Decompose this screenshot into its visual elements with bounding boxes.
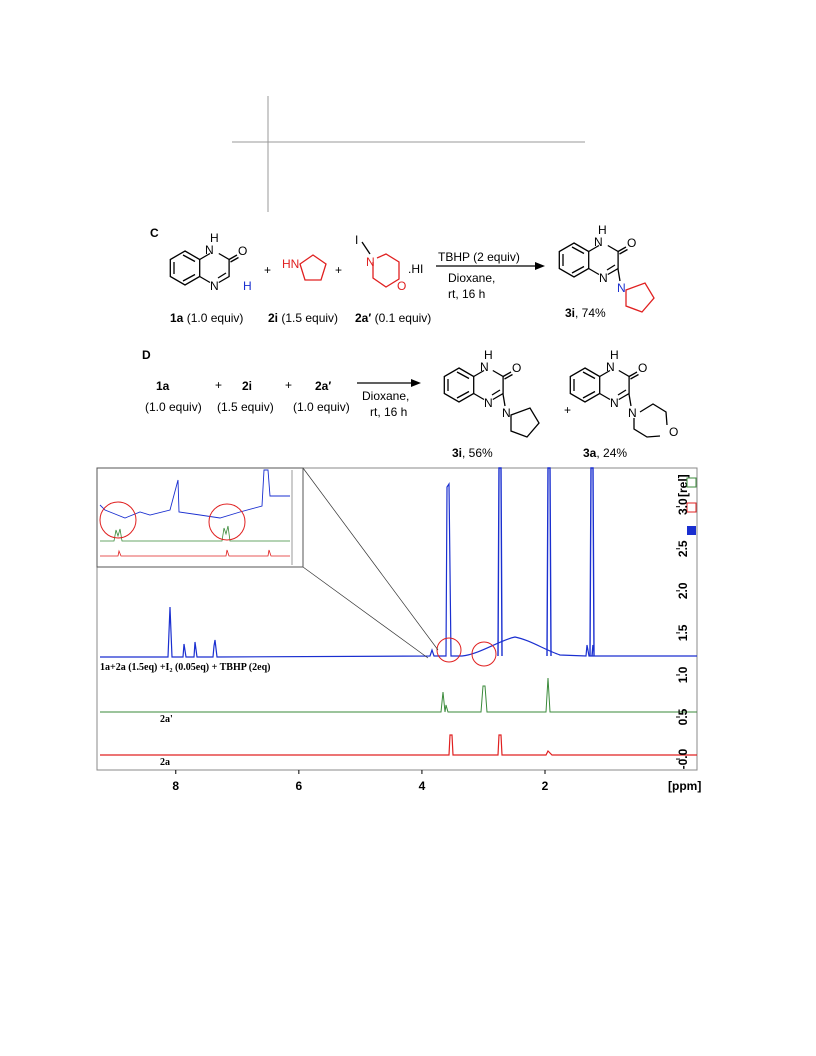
reactant: (1.0 equiv) <box>293 400 350 414</box>
reactant: (1.0 equiv) <box>145 400 202 414</box>
caption: 3i, 56% <box>452 446 493 460</box>
highlight-circle <box>471 641 497 667</box>
structure <box>625 282 655 313</box>
y-tick-label: 3.0 <box>676 498 690 515</box>
condition: TBHP (2 equiv) <box>438 250 520 264</box>
atom: H <box>484 348 493 362</box>
atom: O <box>512 361 521 375</box>
y-tick-label: 1.0 <box>676 666 690 683</box>
atom: H <box>610 348 619 362</box>
reactant: 2a′ <box>315 379 331 393</box>
top-lines <box>232 96 585 212</box>
x-tick-label: 2 <box>542 779 549 793</box>
x-tick-label: 6 <box>296 779 303 793</box>
plot-frame <box>96 467 698 771</box>
atom: O <box>397 279 406 293</box>
legend-swatch <box>686 477 697 488</box>
spectrum-trace <box>497 467 595 657</box>
structure <box>299 254 327 281</box>
y-tick-label: 2.0 <box>676 582 690 599</box>
plus: + <box>564 403 571 417</box>
scheme-label: D <box>142 348 151 362</box>
atom: O <box>638 361 647 375</box>
atom: .HI <box>408 262 423 276</box>
atom: N <box>502 406 511 420</box>
highlight-circle <box>436 637 462 663</box>
structure <box>443 367 514 403</box>
spectrum-trace <box>100 677 697 713</box>
trace-label: 2a' <box>160 714 173 725</box>
scheme-label: C <box>150 226 159 240</box>
condition: Dioxane, <box>362 389 409 403</box>
caption: 3i, 74% <box>565 306 606 320</box>
atom: HN <box>282 257 299 271</box>
plus: + <box>264 263 271 277</box>
plus: + <box>215 378 222 392</box>
atom: N <box>480 360 489 374</box>
x-tick-label: 4 <box>419 779 426 793</box>
nmr-spectrum: 1a+2a (1.5eq) +I₂ (0.05eq) + TBHP (2eq) … <box>96 467 701 793</box>
atom: O <box>238 244 247 258</box>
atom: H <box>598 223 607 237</box>
scheme-c: C H N O N H + HN + I N O .HI TBHP (2 equ… <box>150 223 655 325</box>
atom: H <box>243 279 252 293</box>
atom: H <box>210 231 219 245</box>
y-tick-label: 1.5 <box>676 624 690 641</box>
atom: N <box>205 243 214 257</box>
plus: + <box>335 263 342 277</box>
structure <box>372 253 400 288</box>
atom: N <box>617 281 626 295</box>
caption: 2i (1.5 equiv) <box>268 311 338 325</box>
atom: N <box>628 406 637 420</box>
axis-unit: [ppm] <box>668 779 701 793</box>
caption: 1a (1.0 equiv) <box>170 311 243 325</box>
atom: N <box>606 360 615 374</box>
caption: 2a′ (0.1 equiv) <box>355 311 431 325</box>
spectrum-trace <box>100 734 697 756</box>
plus: + <box>285 378 292 392</box>
atom: I <box>355 233 358 247</box>
atom: O <box>669 425 678 439</box>
trace-label: 1a+2a (1.5eq) +I₂ (0.05eq) + TBHP (2eq) <box>100 662 270 673</box>
reactant: 2i <box>242 379 252 393</box>
spectrum-trace <box>100 482 697 658</box>
structure <box>569 367 640 403</box>
y-tick-label: -0.0 <box>676 748 690 769</box>
scheme-d: D 1a (1.0 equiv) + 2i (1.5 equiv) + 2a′ … <box>142 348 678 460</box>
atom: N <box>599 271 608 285</box>
atom: N <box>610 396 619 410</box>
atom: N <box>594 235 603 249</box>
caption: 3a, 24% <box>583 446 627 460</box>
atom: N <box>484 396 493 410</box>
legend-swatch <box>687 526 696 535</box>
inset <box>96 467 304 568</box>
y-tick-label: 2.5 <box>676 540 690 557</box>
atom: O <box>627 236 636 250</box>
atom: N <box>366 255 375 269</box>
trace-label: 2a <box>160 757 170 768</box>
condition: rt, 16 h <box>370 405 407 419</box>
condition: rt, 16 h <box>448 287 485 301</box>
x-tick-label: 8 <box>172 779 179 793</box>
reactant: (1.5 equiv) <box>217 400 274 414</box>
reactant: 1a <box>156 379 170 393</box>
atom: N <box>210 279 219 293</box>
y-tick-label: 0.5 <box>676 708 690 725</box>
condition: Dioxane, <box>448 271 495 285</box>
legend-swatch <box>686 502 697 513</box>
